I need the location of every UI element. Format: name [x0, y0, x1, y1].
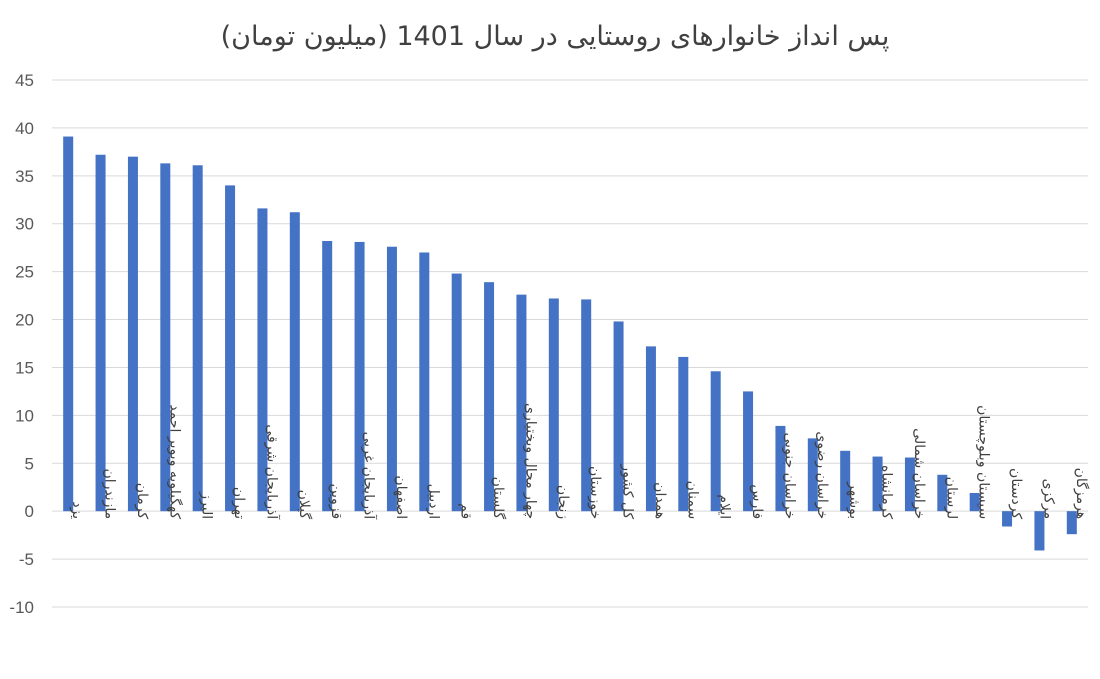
x-tick-label: هرمزگان	[1073, 468, 1090, 520]
bar	[516, 294, 527, 512]
x-tick-label: فارس	[749, 484, 765, 519]
bar	[872, 456, 883, 512]
x-tick-label: لرستان	[943, 477, 959, 520]
bar	[613, 321, 624, 512]
x-tick-label: خوزستان	[587, 466, 603, 519]
y-tick-label: 45	[15, 71, 34, 90]
x-tick-label: کردستان	[1008, 468, 1024, 519]
x-tick-label: چهار محال وبختیاری	[522, 403, 538, 519]
bar	[354, 241, 365, 512]
y-tick-label: 25	[15, 263, 34, 282]
x-tick-label: قزوین	[328, 483, 344, 519]
bar	[95, 154, 106, 512]
y-tick-label: 0	[25, 502, 34, 521]
y-tick-label: -5	[19, 550, 34, 569]
bar	[937, 474, 948, 512]
x-tick-label: خراسان رضوی	[814, 431, 830, 519]
x-tick-label: سمنان	[684, 481, 700, 520]
bar	[419, 252, 430, 512]
y-tick-label: 10	[15, 406, 34, 425]
bar	[322, 240, 333, 512]
x-tick-label: گلستان	[490, 477, 507, 520]
bar	[904, 457, 915, 512]
y-tick-label: 40	[15, 119, 34, 138]
bar	[386, 246, 397, 512]
x-tick-label: بوشهر	[846, 481, 862, 519]
y-tick-label: 35	[15, 167, 34, 186]
y-tick-label: -10	[9, 598, 34, 617]
x-tick-label: خراسان جنوبی	[781, 432, 797, 519]
bar	[840, 450, 851, 512]
bar	[969, 492, 980, 512]
bar	[225, 185, 236, 512]
x-tick-label: سیستان وبلوچستان	[976, 405, 992, 519]
bar	[160, 163, 171, 512]
x-tick-label: گیلان	[296, 490, 313, 520]
bar	[63, 136, 74, 512]
x-tick-label: همدان	[652, 482, 668, 519]
bar	[484, 282, 495, 512]
bar	[645, 346, 656, 512]
y-tick-label: 5	[25, 454, 34, 473]
x-tick-label: خراسان شمالی	[911, 428, 927, 519]
bar	[127, 156, 138, 512]
x-tick-label: کل کشور	[620, 463, 636, 519]
y-tick-label: 30	[15, 215, 34, 234]
x-tick-label: مازندران	[102, 468, 118, 519]
bar	[807, 438, 818, 512]
bar	[1034, 511, 1045, 551]
x-tick-label: اصفهان	[393, 475, 409, 519]
x-tick-label: کهگیلویه وبویر احمد	[166, 404, 183, 519]
x-tick-label: تهران	[231, 487, 247, 519]
x-tick-label: یزد	[69, 501, 85, 519]
bar	[775, 425, 786, 512]
bar	[192, 165, 203, 512]
bar	[451, 273, 462, 512]
x-tick-label: کرمانشاه	[879, 465, 895, 519]
gridlines	[52, 79, 1088, 608]
x-tick-label: آذربایجان غربی	[361, 432, 378, 521]
y-tick-label: 20	[15, 311, 34, 330]
x-tick-label: آذربایجان شرقی	[263, 424, 280, 520]
x-tick-label: قم	[458, 503, 474, 519]
y-tick-label: 15	[15, 358, 34, 377]
bar	[710, 371, 721, 512]
x-tick-label: ایلام	[717, 494, 733, 519]
x-tick-label: مرکزی	[1040, 479, 1056, 520]
x-tick-label: البرز	[199, 491, 215, 519]
x-tick-label: زنجان	[555, 485, 571, 519]
bar	[1066, 511, 1077, 535]
bar	[581, 299, 592, 512]
bar	[1002, 511, 1013, 527]
chart-title: پس انداز خانوارهای روستایی در سال 1401 (…	[221, 21, 890, 52]
x-tick-label: اردبیل	[425, 484, 441, 520]
x-tick-label: کرمان	[134, 483, 150, 520]
x-axis-labels: یزد مازندران کرمان کهگیلویه وبویر احمد البرز…	[69, 403, 1090, 520]
y-axis-ticks: 45 40 35 30 25 20 15 10 5 0 -5 -10	[9, 71, 34, 617]
bars	[63, 136, 1077, 551]
bar	[548, 298, 559, 512]
bar	[743, 391, 754, 512]
bar	[257, 208, 268, 512]
bar	[678, 356, 689, 512]
bar	[289, 212, 300, 512]
